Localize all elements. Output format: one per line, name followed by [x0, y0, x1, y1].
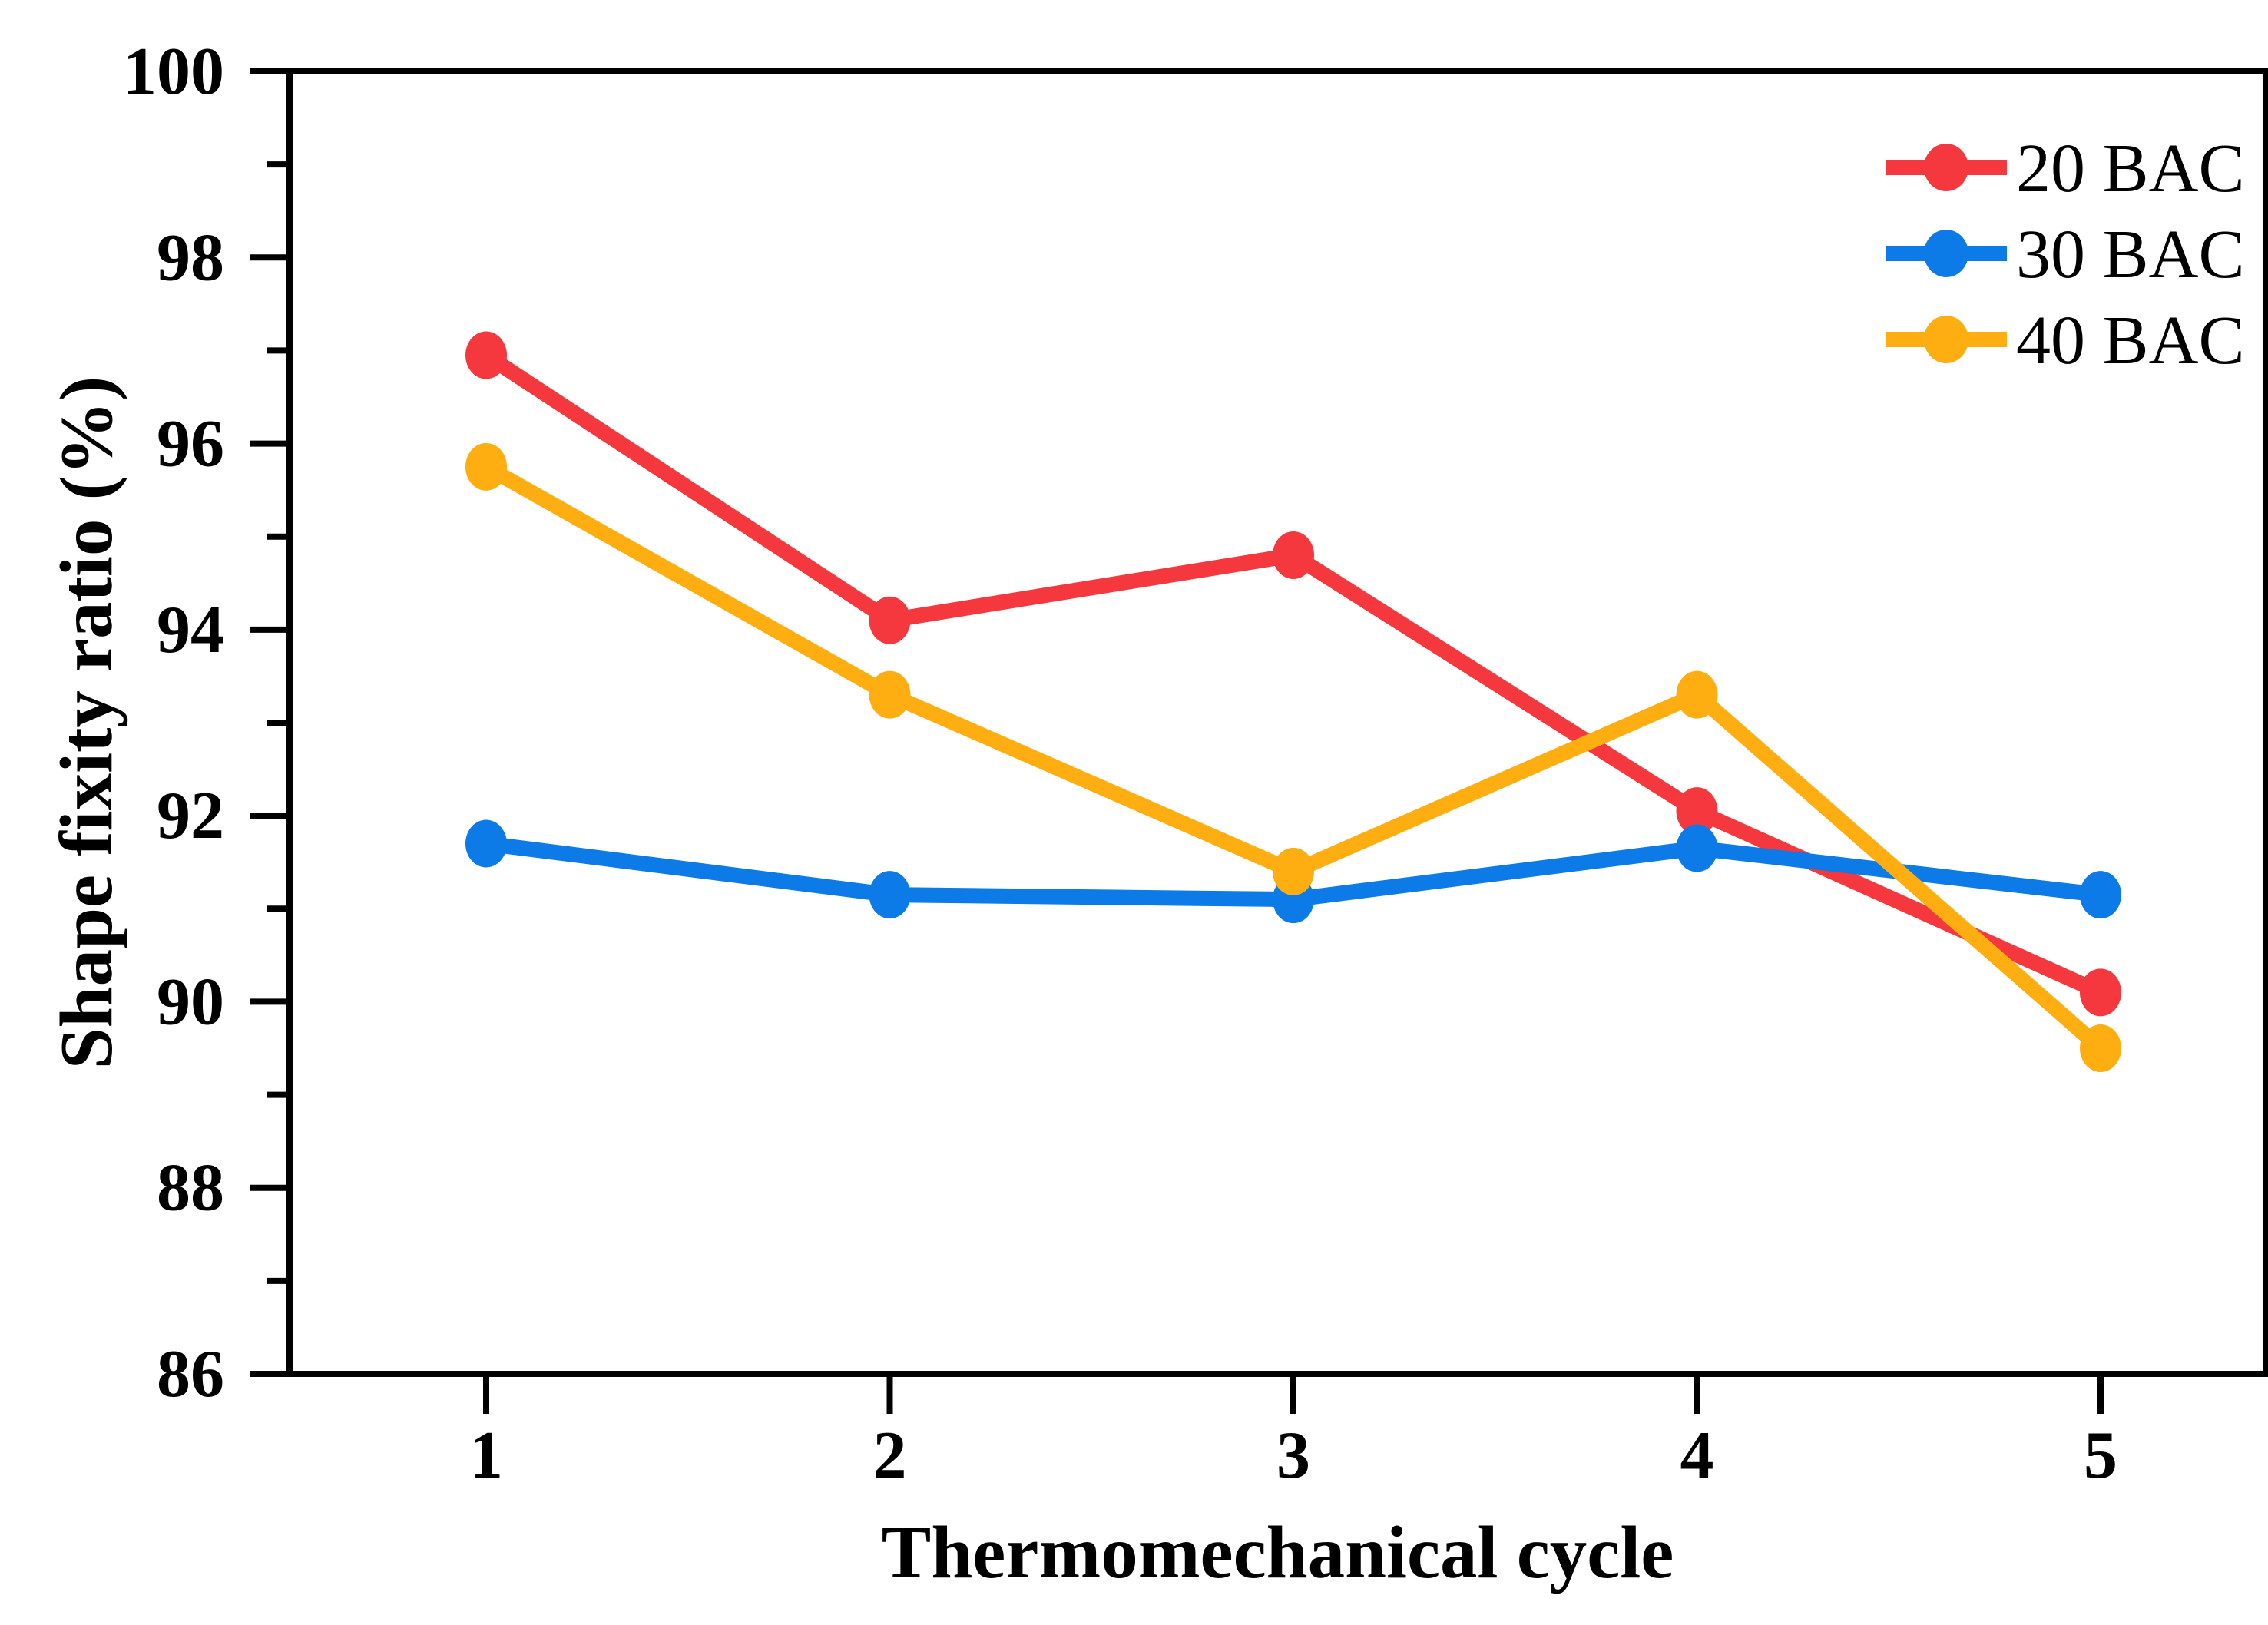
x-tick-label-3: 3 — [1276, 1418, 1310, 1493]
data-point-30-bac-cycle-4 — [1676, 824, 1718, 872]
legend-marker-icon-20-bac — [1924, 144, 1968, 191]
data-point-20-bac-cycle-5 — [2080, 968, 2121, 1017]
legend-item-40-bac: 40 BAC — [1886, 303, 2245, 379]
data-point-30-bac-cycle-5 — [2080, 871, 2121, 919]
data-point-40-bac-cycle-1 — [465, 442, 507, 491]
series-40-bac — [465, 442, 2121, 1072]
data-point-20-bac-cycle-3 — [1273, 531, 1314, 579]
x-axis-title: Thermomechanical cycle — [882, 1511, 1674, 1594]
x-tick-label-5: 5 — [2084, 1418, 2117, 1493]
x-tick-label-2: 2 — [873, 1418, 907, 1493]
x-tick-label-4: 4 — [1680, 1418, 1714, 1493]
x-tick-label-1: 1 — [469, 1418, 503, 1493]
data-point-20-bac-cycle-1 — [465, 331, 507, 379]
data-point-40-bac-cycle-4 — [1676, 670, 1718, 719]
data-point-20-bac-cycle-4 — [1676, 787, 1718, 836]
y-tick-label-86: 86 — [157, 1337, 224, 1412]
data-point-30-bac-cycle-1 — [465, 819, 507, 868]
legend: 20 BAC 30 BAC 40 BAC — [1886, 131, 2245, 379]
legend-label-40-bac: 40 BAC — [2016, 303, 2245, 379]
legend-marker-icon-40-bac — [1924, 316, 1968, 363]
legend-label-30-bac: 30 BAC — [2016, 217, 2245, 293]
series-20-bac — [465, 331, 2121, 1017]
legend-label-20-bac: 20 BAC — [2016, 131, 2245, 207]
y-tick-label-88: 88 — [157, 1151, 224, 1226]
shape-fixity-line-chart: 86 88 90 92 94 96 98 100 1 2 3 4 5 20 BAC 30 BAC 40 BAC… — [31, 12, 2268, 1613]
legend-marker-icon-30-bac — [1924, 230, 1968, 277]
y-tick-label-94: 94 — [157, 593, 224, 667]
y-axis: 86 88 90 92 94 96 98 100 — [123, 35, 290, 1412]
y-tick-label-98: 98 — [157, 220, 224, 295]
y-tick-label-90: 90 — [157, 965, 224, 1039]
legend-item-20-bac: 20 BAC — [1886, 131, 2245, 207]
y-axis-title: Shape fixity ratio (%) — [45, 376, 127, 1070]
chart-canvas: 86 88 90 92 94 96 98 100 1 2 3 4 5 20 BAC 30 BAC 40 BAC… — [31, 12, 2268, 1613]
y-tick-label-100: 100 — [123, 35, 224, 109]
y-tick-label-92: 92 — [157, 779, 224, 853]
data-point-30-bac-cycle-2 — [869, 871, 911, 919]
data-point-40-bac-cycle-3 — [1273, 847, 1314, 895]
legend-item-30-bac: 30 BAC — [1886, 217, 2245, 293]
x-axis: 1 2 3 4 5 — [469, 1374, 2117, 1493]
y-tick-label-96: 96 — [157, 407, 224, 482]
data-point-40-bac-cycle-5 — [2080, 1024, 2121, 1072]
data-point-40-bac-cycle-2 — [869, 670, 911, 719]
data-point-20-bac-cycle-2 — [869, 596, 911, 644]
